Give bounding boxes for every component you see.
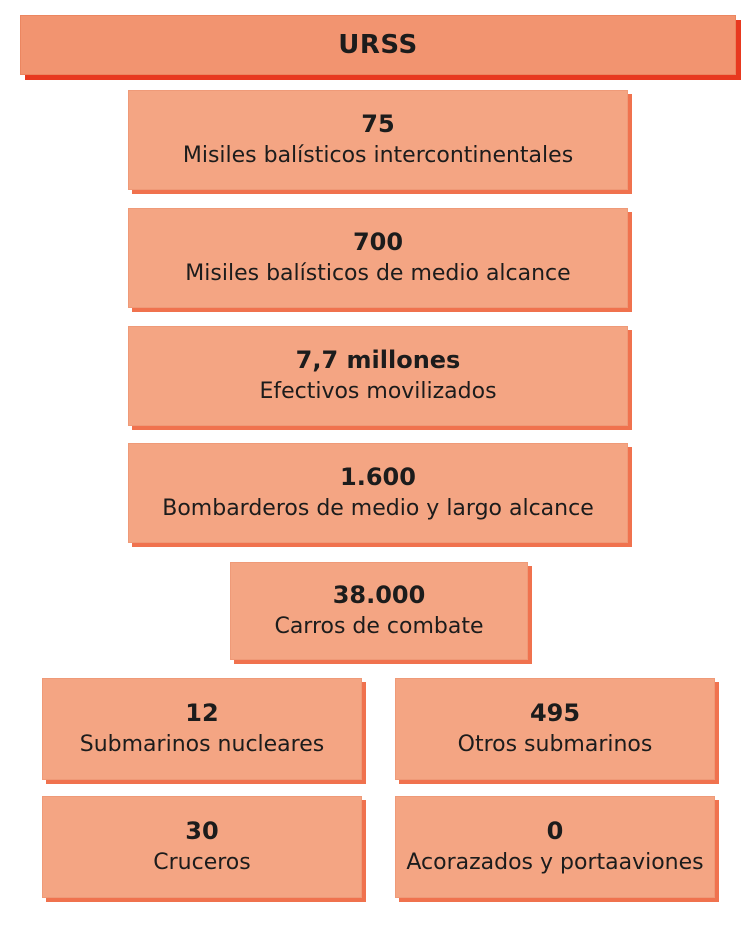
diagram-title: URSS bbox=[338, 30, 418, 60]
stat-box-nuclear-submarines: 12 Submarinos nucleares bbox=[42, 678, 362, 780]
stat-value: 12 bbox=[185, 699, 219, 727]
stat-box-icbm: 75 Misiles balísticos intercontinentales bbox=[128, 90, 628, 190]
stat-label: Misiles balísticos intercontinentales bbox=[182, 143, 574, 168]
stat-label: Carros de combate bbox=[274, 614, 484, 639]
stat-label: Otros submarinos bbox=[457, 732, 653, 757]
stat-box-bombers: 1.600 Bombarderos de medio y largo alcan… bbox=[128, 443, 628, 543]
stat-box-troops: 7,7 millones Efectivos movilizados bbox=[128, 326, 628, 426]
stat-label: Acorazados y portaaviones bbox=[406, 850, 704, 875]
stat-box-battleships-carriers: 0 Acorazados y portaaviones bbox=[395, 796, 715, 898]
stat-box-tanks: 38.000 Carros de combate bbox=[230, 562, 528, 660]
title-box: URSS bbox=[20, 15, 736, 75]
stat-box-cruisers: 30 Cruceros bbox=[42, 796, 362, 898]
stat-label: Efectivos movilizados bbox=[259, 379, 497, 404]
stat-value: 7,7 millones bbox=[295, 346, 461, 374]
stat-box-mrbm: 700 Misiles balísticos de medio alcance bbox=[128, 208, 628, 308]
stat-label: Submarinos nucleares bbox=[79, 732, 325, 757]
stat-value: 75 bbox=[361, 110, 395, 138]
stat-value: 0 bbox=[546, 817, 564, 845]
stat-value: 30 bbox=[185, 817, 219, 845]
stat-value: 1.600 bbox=[340, 463, 416, 491]
stat-value: 495 bbox=[529, 699, 581, 727]
stat-label: Bombarderos de medio y largo alcance bbox=[162, 496, 594, 521]
stat-label: Cruceros bbox=[153, 850, 251, 875]
stat-value: 38.000 bbox=[332, 581, 426, 609]
stat-label: Misiles balísticos de medio alcance bbox=[185, 261, 571, 286]
stat-box-other-submarines: 495 Otros submarinos bbox=[395, 678, 715, 780]
stat-value: 700 bbox=[352, 228, 404, 256]
